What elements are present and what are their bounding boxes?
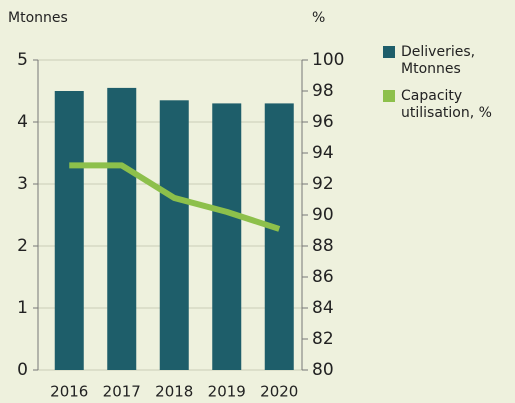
bar (54, 91, 84, 370)
x-tick-label: 2020 (260, 383, 298, 401)
bar (159, 100, 189, 371)
y-axis-label: Mtonnes (8, 10, 68, 26)
y-tick-label: 3 (17, 174, 28, 194)
legend: Deliveries, Mtonnes Capacity utilisation,… (383, 44, 511, 132)
legend-item: Capacity utilisation, % (383, 88, 511, 122)
y2-tick-label: 94 (312, 143, 334, 163)
x-tick-label: 2017 (103, 383, 141, 401)
y2-tick-label: 82 (312, 329, 334, 349)
y2-axis-label: % (312, 10, 325, 26)
legend-label: Deliveries, Mtonnes (401, 44, 476, 77)
legend-swatch (383, 90, 395, 102)
bar (107, 87, 137, 371)
legend-swatch (383, 46, 395, 58)
y2-tick-label: 98 (312, 81, 334, 101)
y-tick-label: 0 (17, 360, 28, 380)
y-tick-label: 4 (17, 112, 28, 132)
legend-label: Capacity utilisation, % (401, 88, 492, 121)
y2-tick-label: 80 (312, 360, 334, 380)
x-tick-label: 2019 (208, 383, 246, 401)
x-tick-label: 2018 (155, 383, 193, 401)
bar (264, 103, 294, 371)
y-tick-label: 1 (17, 298, 28, 318)
y2-tick-label: 100 (312, 50, 344, 70)
y-tick-label: 2 (17, 236, 28, 256)
y-tick-label: 5 (17, 50, 28, 70)
y2-tick-label: 88 (312, 236, 334, 256)
x-tick-label: 2016 (50, 383, 88, 401)
y2-tick-label: 96 (312, 112, 334, 132)
y2-tick-label: 86 (312, 267, 334, 287)
legend-item: Deliveries, Mtonnes (383, 44, 511, 78)
y2-tick-label: 92 (312, 174, 334, 194)
bar (212, 103, 242, 371)
y2-tick-label: 90 (312, 205, 334, 225)
y2-tick-label: 84 (312, 298, 334, 318)
line (69, 162, 281, 232)
